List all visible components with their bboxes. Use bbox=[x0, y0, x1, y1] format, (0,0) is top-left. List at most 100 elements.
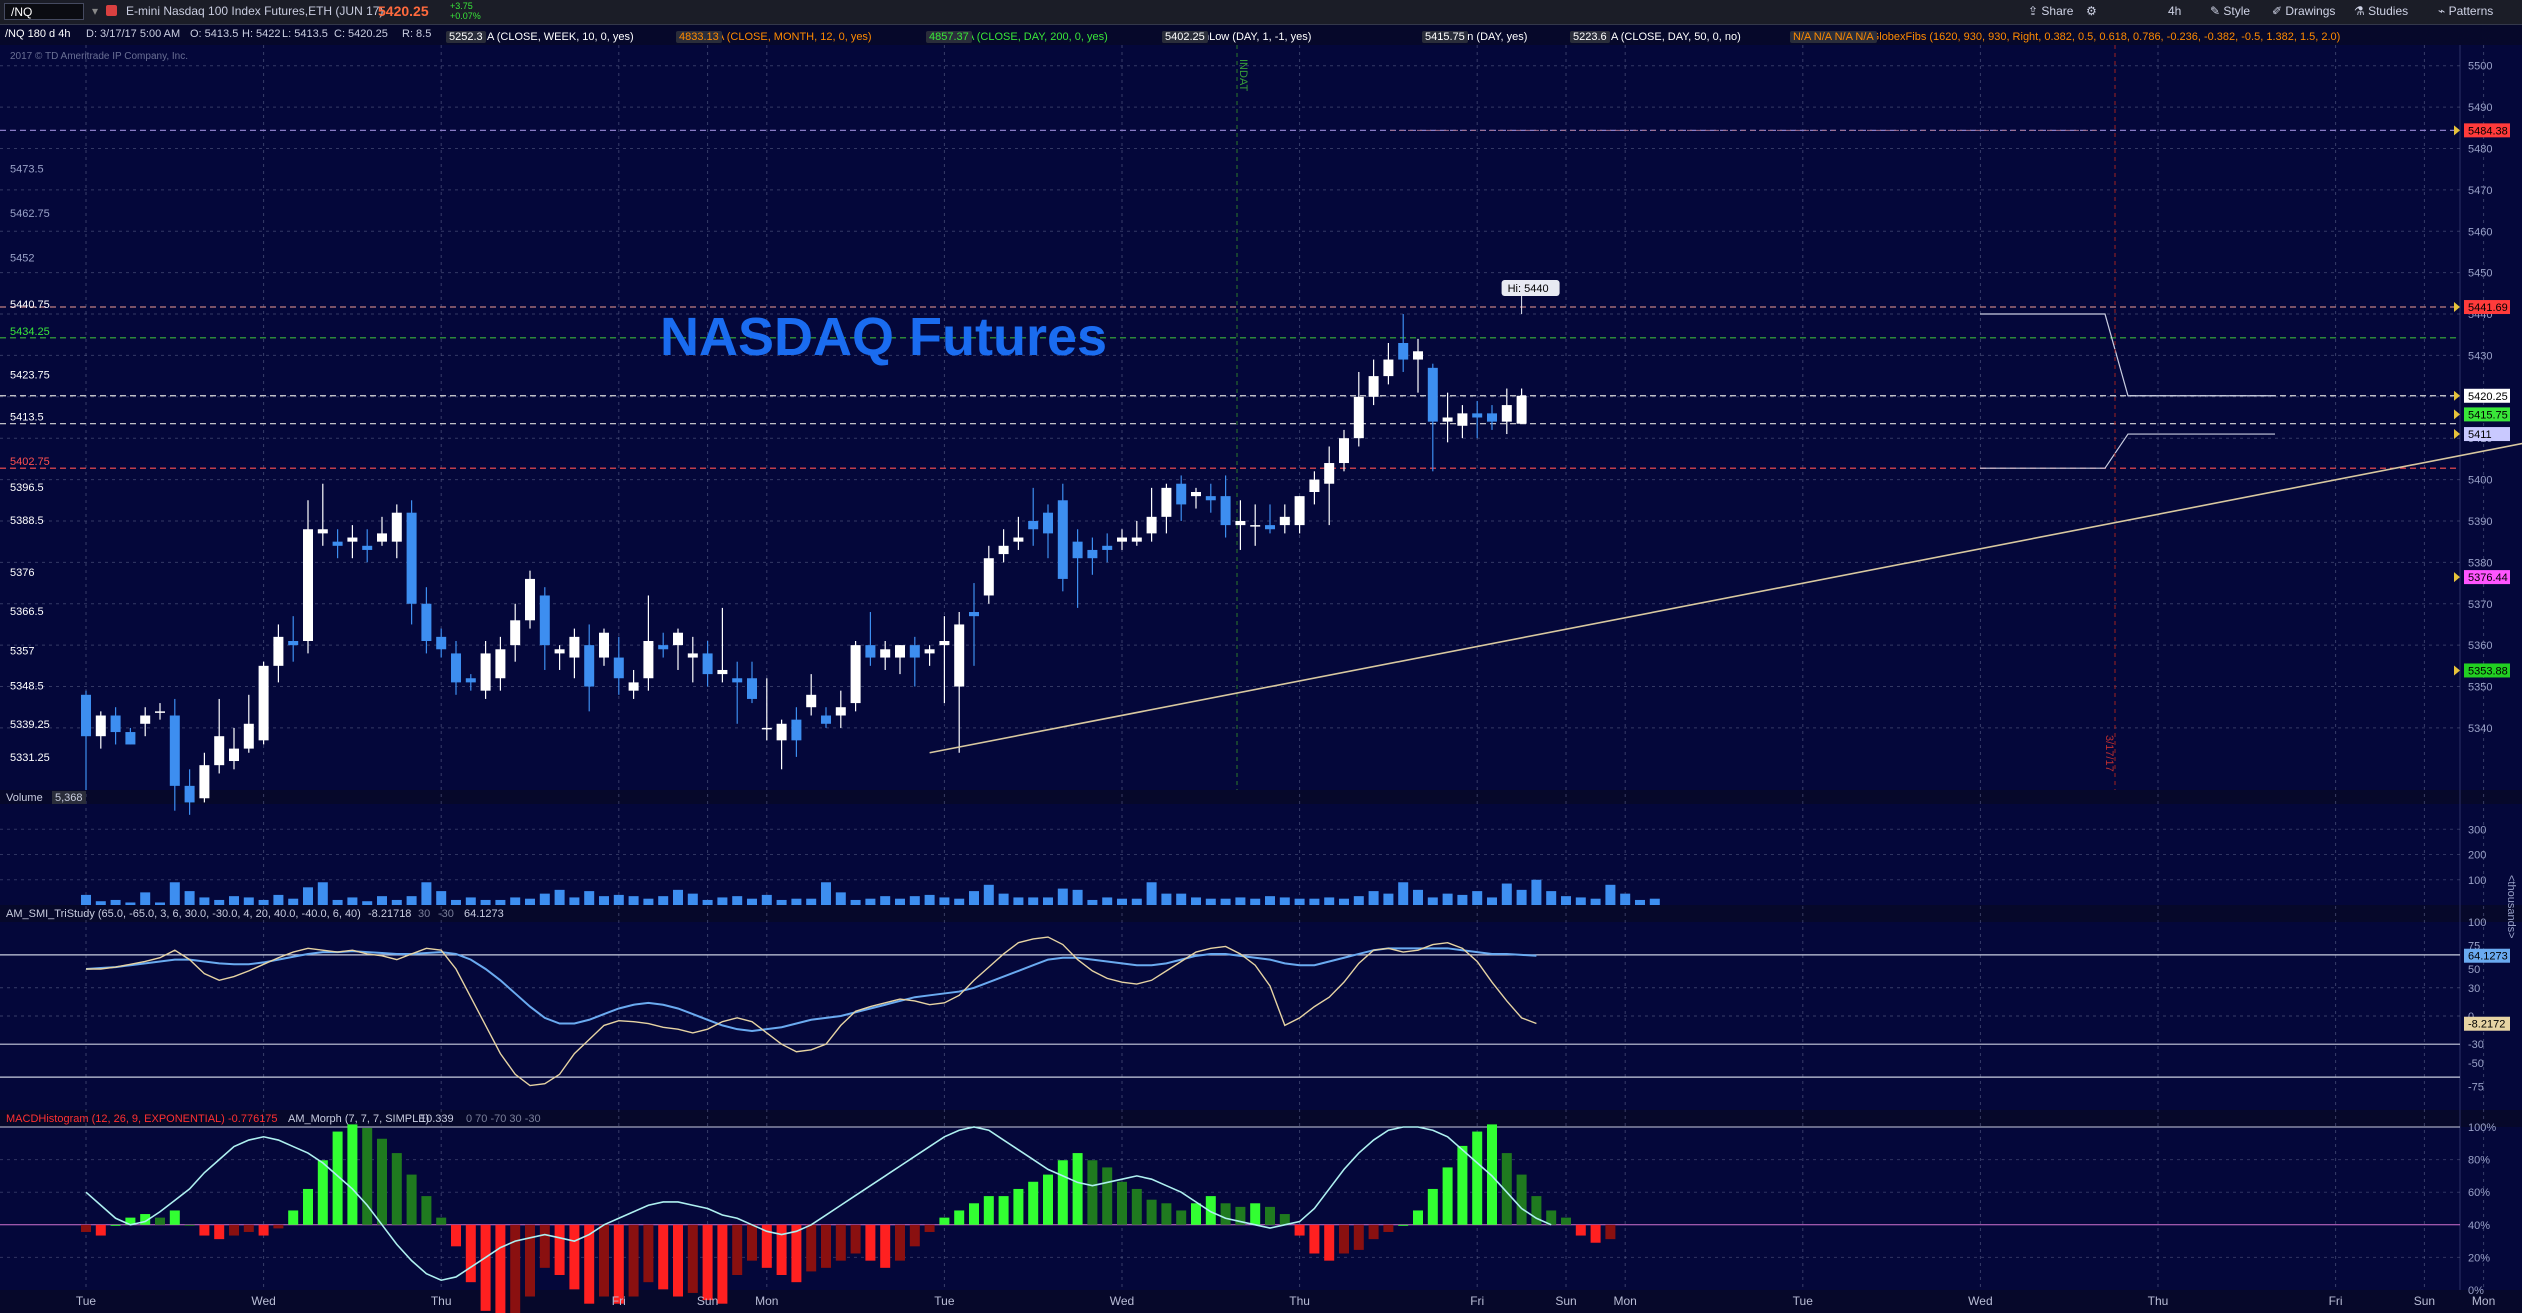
time-axis-label: Sun bbox=[2414, 1294, 2435, 1308]
left-level-label: 5331.25 bbox=[10, 752, 50, 764]
macd-histogram-bar bbox=[599, 1224, 609, 1297]
candle-body bbox=[554, 649, 565, 654]
share-button[interactable]: ⇪ Share bbox=[2028, 4, 2074, 18]
candle-body bbox=[895, 645, 905, 658]
macd-histogram-bar bbox=[1013, 1188, 1024, 1225]
volume-bar bbox=[569, 897, 580, 905]
volume-bar bbox=[1117, 898, 1127, 905]
candle-body bbox=[806, 694, 817, 708]
volume-bar bbox=[687, 893, 698, 905]
price-marker-label: 5415.75 bbox=[2468, 409, 2508, 421]
macd-histogram-bar bbox=[169, 1210, 180, 1225]
alert-icon[interactable] bbox=[106, 5, 117, 16]
macd-histogram-bar bbox=[1131, 1188, 1142, 1225]
volume-bar bbox=[1501, 883, 1512, 905]
time-axis-label: Wed bbox=[251, 1294, 275, 1308]
volume-bar bbox=[1413, 889, 1423, 905]
price-marker-arrow bbox=[2454, 390, 2460, 401]
macd-histogram-bar bbox=[1205, 1196, 1216, 1225]
candle-body bbox=[169, 715, 180, 786]
macd-histogram-bar bbox=[1072, 1153, 1083, 1225]
price-marker-label: 5353.88 bbox=[2468, 665, 2508, 677]
macd-histogram-bar bbox=[1294, 1224, 1305, 1236]
price-marker-bg bbox=[2464, 427, 2510, 442]
candle-body bbox=[628, 682, 639, 691]
price-tick-label: 5430 bbox=[2468, 350, 2492, 362]
macd-histogram-bar bbox=[1427, 1188, 1438, 1225]
event-marker-label: 3/17/17 bbox=[2103, 735, 2115, 772]
time-axis-label: Fri bbox=[1470, 1294, 1484, 1308]
macd-tick-label: 20% bbox=[2468, 1252, 2490, 1264]
macd-histogram-bar bbox=[554, 1224, 565, 1276]
macd-histogram-bar bbox=[1383, 1224, 1394, 1232]
patterns-button[interactable]: ⌁ Patterns bbox=[2438, 4, 2494, 18]
left-level-label: 5388.5 bbox=[10, 515, 44, 527]
volume-tick-label: 200 bbox=[2468, 850, 2486, 862]
candle-body bbox=[1072, 541, 1083, 559]
candle-body bbox=[155, 711, 165, 713]
period-selector[interactable]: 4h bbox=[2168, 4, 2182, 18]
volume-bar bbox=[1649, 898, 1660, 905]
macd-histogram-bar bbox=[1413, 1210, 1423, 1225]
projected-high-line bbox=[1980, 313, 2275, 397]
volume-bar bbox=[1191, 897, 1201, 905]
candle-body bbox=[362, 545, 373, 550]
macd-histogram-bar bbox=[1575, 1224, 1586, 1236]
macd-histogram-bar bbox=[155, 1217, 165, 1225]
smi-tick-label: -30 bbox=[2468, 1039, 2484, 1051]
volume-header-bg bbox=[0, 790, 2522, 804]
macd-histogram-bar bbox=[1102, 1167, 1113, 1225]
macd-histogram-bar bbox=[81, 1224, 91, 1232]
volume-bar bbox=[880, 896, 891, 905]
symbol-description: E-mini Nasdaq 100 Index Futures,ETH (JUN… bbox=[126, 4, 384, 18]
style-button[interactable]: ✎ Style bbox=[2210, 4, 2251, 18]
candle-body bbox=[761, 727, 772, 730]
volume-bar bbox=[525, 898, 535, 905]
macd-histogram-bar bbox=[747, 1224, 757, 1261]
smi-line bbox=[86, 936, 1537, 1087]
volume-bar bbox=[110, 899, 121, 905]
morph-legend-levels: 0 70 -70 30 -30 bbox=[466, 1113, 541, 1125]
volume-bar bbox=[317, 882, 328, 905]
macd-histogram-bar bbox=[969, 1203, 979, 1225]
left-level-label: 5396.5 bbox=[10, 482, 44, 494]
candle-body bbox=[465, 678, 476, 683]
candle-body bbox=[969, 612, 979, 617]
chart-title: NASDAQ Futures bbox=[660, 307, 1107, 367]
macd-histogram-bar bbox=[791, 1224, 802, 1283]
settings-icon[interactable]: ▾ bbox=[92, 4, 99, 18]
volume-tick-label: 300 bbox=[2468, 824, 2486, 836]
candle-body bbox=[140, 715, 151, 724]
macd-histogram-bar bbox=[1398, 1224, 1409, 1226]
macd-histogram-bar bbox=[880, 1224, 891, 1268]
smi-tick-label: -50 bbox=[2468, 1058, 2484, 1070]
volume-bar bbox=[1131, 898, 1142, 905]
studies-button[interactable]: ⚗ Studies bbox=[2354, 4, 2409, 18]
macd-histogram-bar bbox=[303, 1188, 313, 1225]
candle-body bbox=[613, 657, 624, 679]
macd-histogram-bar bbox=[673, 1224, 683, 1297]
macd-histogram-bar bbox=[377, 1138, 387, 1225]
candle-body bbox=[1353, 396, 1364, 439]
drawings-button[interactable]: ✐ Drawings bbox=[2272, 4, 2336, 18]
gear-icon[interactable]: ⚙ bbox=[2086, 4, 2097, 18]
macd-histogram-bar bbox=[288, 1210, 299, 1225]
macd-histogram-bar bbox=[199, 1224, 210, 1236]
symbol-input[interactable]: /NQ bbox=[4, 3, 84, 20]
time-axis-label: Thu bbox=[2148, 1294, 2169, 1308]
flask-icon: ⚗ bbox=[2354, 4, 2369, 18]
smi-header-bg bbox=[0, 905, 2522, 922]
chart-area[interactable]: Tue Wed Thu Fri Sun Mon Tue Wed Thu Fri Sun Mon Tue W… bbox=[0, 45, 2522, 1313]
candle-body bbox=[821, 715, 831, 724]
candle-body bbox=[1102, 545, 1113, 550]
volume-value-bg bbox=[52, 791, 86, 804]
volume-bar bbox=[214, 899, 225, 905]
price-marker-label: 5441.69 bbox=[2468, 302, 2508, 314]
style-icon: ✎ bbox=[2210, 4, 2224, 18]
volume-bar bbox=[1472, 891, 1483, 905]
smi-tick-label: 30 bbox=[2468, 983, 2480, 995]
candle-body bbox=[1028, 520, 1039, 530]
macd-histogram-bar bbox=[95, 1224, 106, 1236]
volume-bar bbox=[865, 898, 876, 905]
macd-histogram-bar bbox=[465, 1224, 476, 1283]
